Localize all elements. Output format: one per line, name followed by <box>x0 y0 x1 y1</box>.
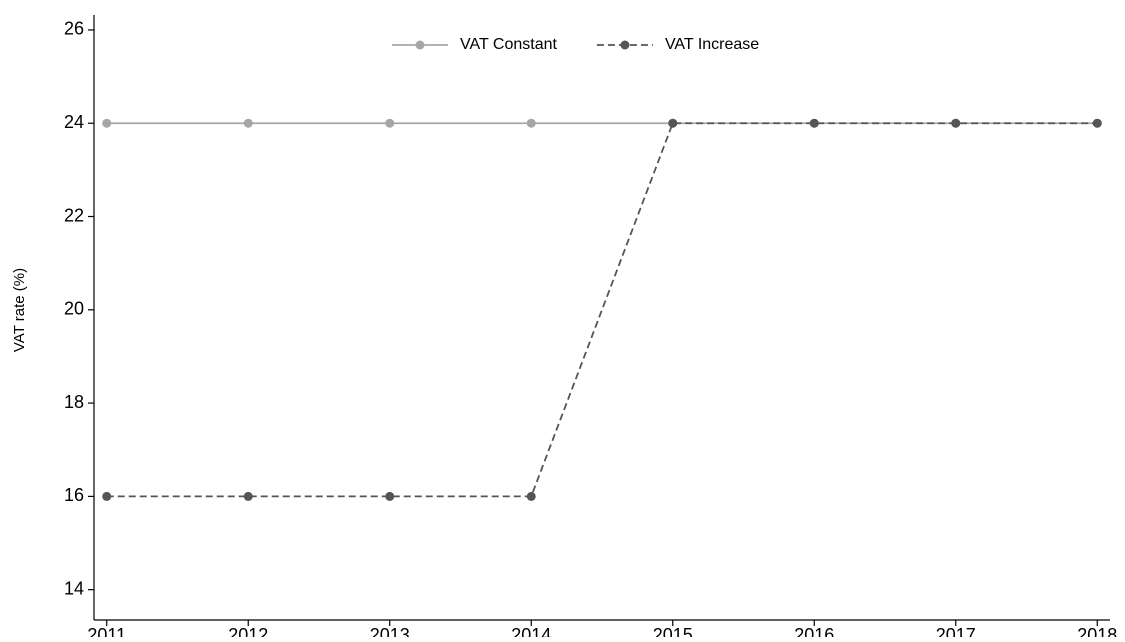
legend-label: VAT Increase <box>665 36 759 53</box>
data-point <box>102 491 112 501</box>
x-tick-label: 2015 <box>653 625 693 637</box>
y-tick-label: 22 <box>64 205 84 225</box>
data-point <box>526 118 536 128</box>
y-axis-label: VAT rate (%) <box>11 268 28 352</box>
x-tick-label: 2014 <box>511 625 551 637</box>
data-point <box>951 118 961 128</box>
y-tick-label: 18 <box>64 392 84 412</box>
data-point <box>243 491 253 501</box>
x-tick-label: 2011 <box>87 625 126 637</box>
y-tick-label: 24 <box>64 112 84 132</box>
x-tick-label: 2016 <box>794 625 834 637</box>
y-tick-label: 20 <box>64 299 84 319</box>
data-point <box>243 118 253 128</box>
legend-label: VAT Constant <box>460 36 557 53</box>
series-line <box>106 122 1098 498</box>
y-tick-label: 14 <box>64 578 84 598</box>
y-tick-label: 16 <box>64 485 84 505</box>
y-tick-label: 26 <box>64 19 84 39</box>
x-tick-label: 2012 <box>228 625 268 637</box>
data-point <box>385 491 395 501</box>
legend-marker <box>620 40 630 50</box>
data-point <box>385 118 395 128</box>
data-point <box>668 118 678 128</box>
legend-marker <box>415 40 425 50</box>
x-tick-label: 2013 <box>370 625 410 637</box>
data-point <box>809 118 819 128</box>
x-tick-label: 2017 <box>936 625 976 637</box>
data-point <box>1092 118 1102 128</box>
x-tick-label: 2018 <box>1077 625 1117 637</box>
data-point <box>526 491 536 501</box>
data-point <box>102 118 112 128</box>
